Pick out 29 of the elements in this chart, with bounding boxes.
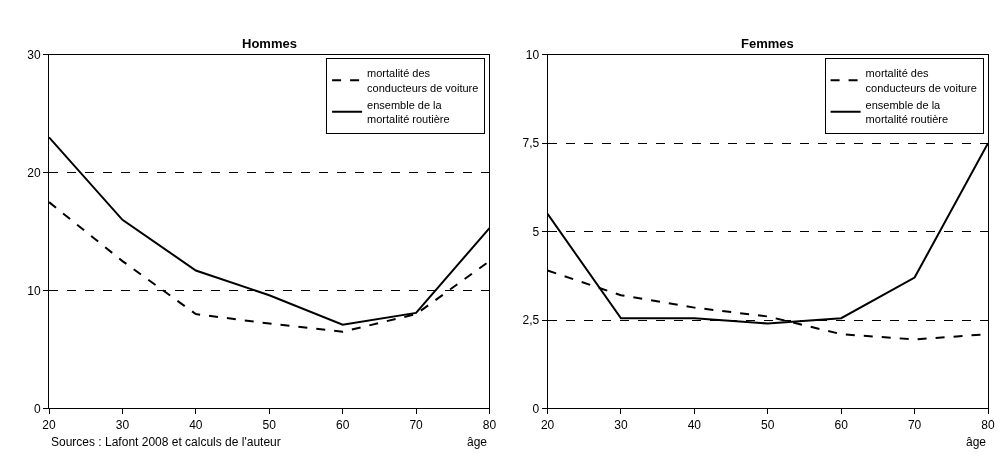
y-tick-label: 2,5 [522,313,540,328]
source-note: Sources : Lafont 2008 et calculs de l'auteur [51,435,281,449]
y-tick-label: 30 [27,48,41,63]
y-tick-label: 0 [532,401,540,416]
y-tick-label: 20 [27,165,41,180]
x-tick-label: 70 [409,417,424,432]
y-tick-label: 10 [525,48,540,63]
x-axis-title: âge [467,435,488,449]
y-tick-label: 7,5 [522,136,540,151]
x-tick-label: 40 [687,417,702,432]
x-tick-label: 20 [42,417,57,432]
y-tick-label: 0 [33,401,41,416]
x-tick-label: 50 [761,417,775,432]
legend-label: ensemble de la mortalité routière [865,98,949,126]
x-tick-label: 70 [907,417,922,432]
x-axis-title: âge [966,435,987,449]
x-tick-label: 40 [189,417,203,432]
x-tick-label: 80 [482,417,497,432]
x-tick-label: 60 [834,417,849,432]
x-tick-label: 60 [335,417,350,432]
x-tick-label: 30 [614,417,628,432]
chart-title: Femmes [741,36,794,51]
y-tick-label: 10 [27,283,41,298]
x-tick-label: 50 [262,417,277,432]
chart-title: Hommes [242,36,297,51]
x-tick-label: 80 [981,417,995,432]
x-tick-label: 30 [115,417,130,432]
y-tick-label: 5 [532,224,540,239]
legend-label: ensemble de la mortalité routière [367,98,450,126]
